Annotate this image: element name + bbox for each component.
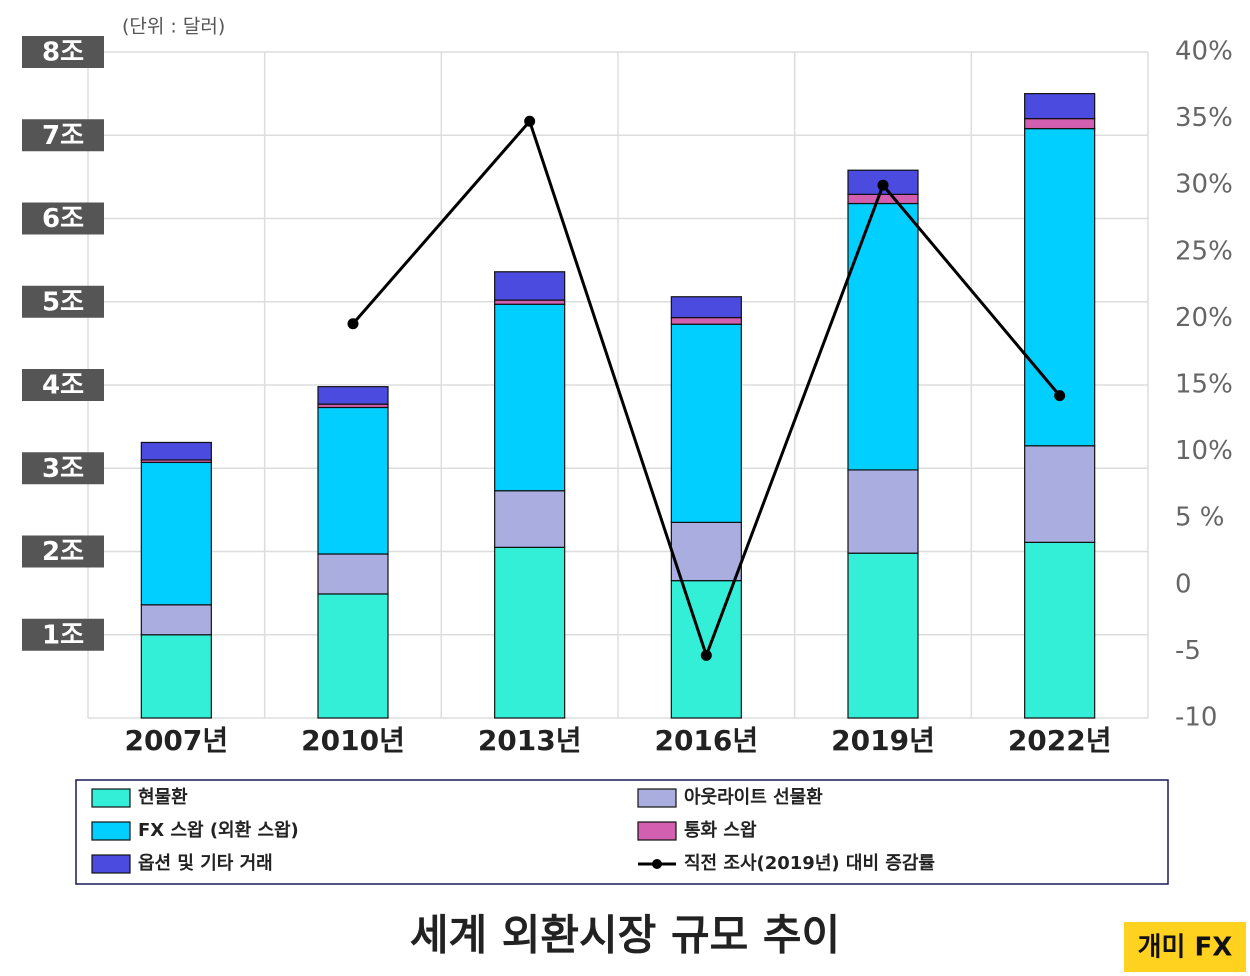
bar-segment	[1024, 93, 1096, 120]
bar-segment	[140, 604, 212, 636]
bar-segment	[317, 593, 389, 719]
tick-box	[22, 452, 104, 485]
bar-segment	[494, 299, 566, 305]
line-point	[700, 649, 712, 661]
y-tick-label: 6조	[42, 204, 84, 234]
bar-segment	[494, 546, 566, 719]
bar-segment	[317, 553, 389, 595]
bar-segment	[140, 634, 212, 719]
x-tick-label: 2007년	[124, 724, 228, 757]
legend-swatch	[637, 821, 677, 841]
bar-segment	[847, 469, 919, 554]
line-point	[877, 179, 889, 191]
y2-tick-label: 30%	[1175, 170, 1233, 200]
watermark: 개미 FX	[1138, 933, 1233, 963]
y2-tick-label: 40%	[1175, 37, 1233, 67]
bar-segment	[140, 461, 212, 606]
bar-segment	[670, 316, 742, 325]
tick-box	[22, 369, 104, 401]
legend-swatch	[91, 821, 131, 841]
legend-label: 현물환	[138, 786, 188, 808]
legend-swatch	[637, 788, 677, 808]
y-tick-label: 2조	[42, 537, 84, 567]
y-tick-label: 1조	[42, 620, 84, 650]
chart-title: 세계 외환시장 규모 추이	[410, 911, 840, 960]
y-tick-label: 7조	[42, 121, 84, 151]
y2-tick-label: -5	[1175, 636, 1201, 666]
bar-segment	[1024, 445, 1096, 543]
bar-segment	[1024, 541, 1096, 719]
watermark-box	[1124, 922, 1246, 972]
legend-label: 통화 스왑	[684, 820, 757, 841]
bar-segment	[847, 193, 919, 205]
legend-label: 옵션 및 기타 거래	[138, 853, 273, 874]
bar-segment	[317, 406, 389, 555]
y2-tick-label: 15%	[1175, 370, 1233, 400]
bar-segment	[1024, 117, 1096, 130]
y-tick-label: 8조	[42, 38, 84, 68]
legend-swatch	[91, 854, 131, 874]
tick-box	[22, 119, 104, 152]
bar-segment	[494, 490, 566, 548]
bar-segment	[317, 386, 389, 405]
y-tick-label: 3조	[42, 454, 84, 484]
legend-label: FX 스왑 (외환 스왑)	[138, 819, 299, 841]
y2-tick-label: 5 %	[1175, 503, 1225, 533]
x-tick-label: 2022년	[1008, 724, 1112, 757]
bar-segment	[847, 202, 919, 471]
bar-segment	[670, 521, 742, 582]
bar-segment	[494, 271, 566, 301]
legend-marker	[652, 859, 662, 869]
bar-segment	[670, 323, 742, 523]
line-point	[347, 318, 359, 330]
y-tick-label: 4조	[42, 371, 84, 401]
tick-box	[22, 535, 104, 568]
legend-swatch	[91, 788, 131, 808]
y2-tick-label: 25%	[1175, 236, 1233, 266]
tick-box	[22, 285, 104, 318]
x-tick-label: 2013년	[478, 724, 582, 757]
bar-segment	[670, 580, 742, 719]
x-tick-label: 2010년	[301, 724, 405, 757]
y2-tick-label: -10	[1175, 703, 1217, 733]
bar-segment	[847, 552, 919, 719]
y2-tick-label: 0	[1175, 569, 1192, 599]
legend-label: 아웃라이트 선물환	[684, 786, 823, 808]
tick-box	[22, 202, 104, 235]
tick-box	[22, 618, 104, 651]
y2-tick-label: 20%	[1175, 303, 1233, 333]
tick-box	[22, 36, 104, 68]
bar-segment	[494, 303, 566, 492]
unit-note: (단위 : 달러)	[122, 16, 225, 38]
y-tick-label: 5조	[42, 287, 84, 317]
x-tick-label: 2019년	[831, 724, 935, 757]
x-tick-label: 2016년	[654, 724, 758, 757]
line-point	[524, 115, 536, 127]
line-point	[1054, 390, 1066, 402]
legend-label: 직전 조사(2019년) 대비 증감률	[684, 853, 935, 874]
y2-tick-label: 35%	[1175, 103, 1233, 133]
bar-segment	[670, 296, 742, 319]
bar-segment	[140, 441, 212, 461]
y2-tick-label: 10%	[1175, 436, 1233, 466]
legend-box	[75, 779, 1169, 885]
